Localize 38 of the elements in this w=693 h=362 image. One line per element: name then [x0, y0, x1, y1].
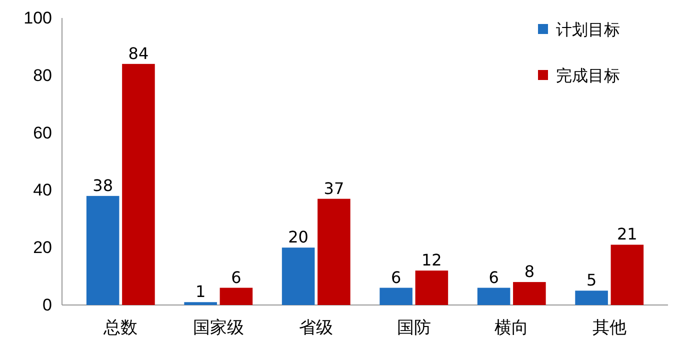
bar [86, 196, 120, 305]
x-tick-label: 其他 [592, 318, 626, 338]
data-label: 12 [422, 250, 442, 270]
bar [477, 288, 510, 305]
y-tick-label: 100 [24, 8, 52, 28]
bar [380, 288, 412, 305]
bar [610, 244, 644, 305]
y-tick-label: 20 [33, 238, 52, 258]
bar [220, 288, 253, 305]
bar [513, 282, 546, 305]
bar [282, 248, 315, 305]
data-label: 8 [524, 262, 535, 282]
y-tick-label: 60 [33, 123, 52, 142]
y-tick-label: 0 [42, 295, 52, 314]
x-tick-label: 总数 [102, 318, 138, 338]
x-tick-label: 国家级 [192, 318, 244, 338]
x-tick-label: 国防 [396, 318, 431, 338]
data-label: 21 [616, 224, 638, 244]
bar [575, 290, 608, 305]
data-label: 20 [288, 228, 308, 247]
legend-label: 完成目标 [556, 66, 620, 85]
bar [122, 64, 155, 305]
data-label: 84 [128, 44, 149, 63]
data-label: 37 [324, 178, 344, 198]
data-label: 6 [488, 268, 499, 287]
bar [415, 270, 448, 305]
data-label: 6 [231, 268, 242, 287]
data-label: 6 [390, 268, 402, 287]
x-tick-label: 省级 [299, 318, 334, 338]
bar [318, 198, 350, 305]
data-label: 5 [586, 270, 597, 290]
data-label: 1 [195, 282, 206, 302]
y-tick-label: 40 [33, 180, 52, 200]
bar [184, 302, 217, 305]
y-tick-label: 80 [33, 66, 52, 85]
x-tick-label: 横向 [494, 318, 529, 338]
legend-label: 计划目标 [556, 20, 620, 39]
data-label: 38 [92, 176, 114, 195]
